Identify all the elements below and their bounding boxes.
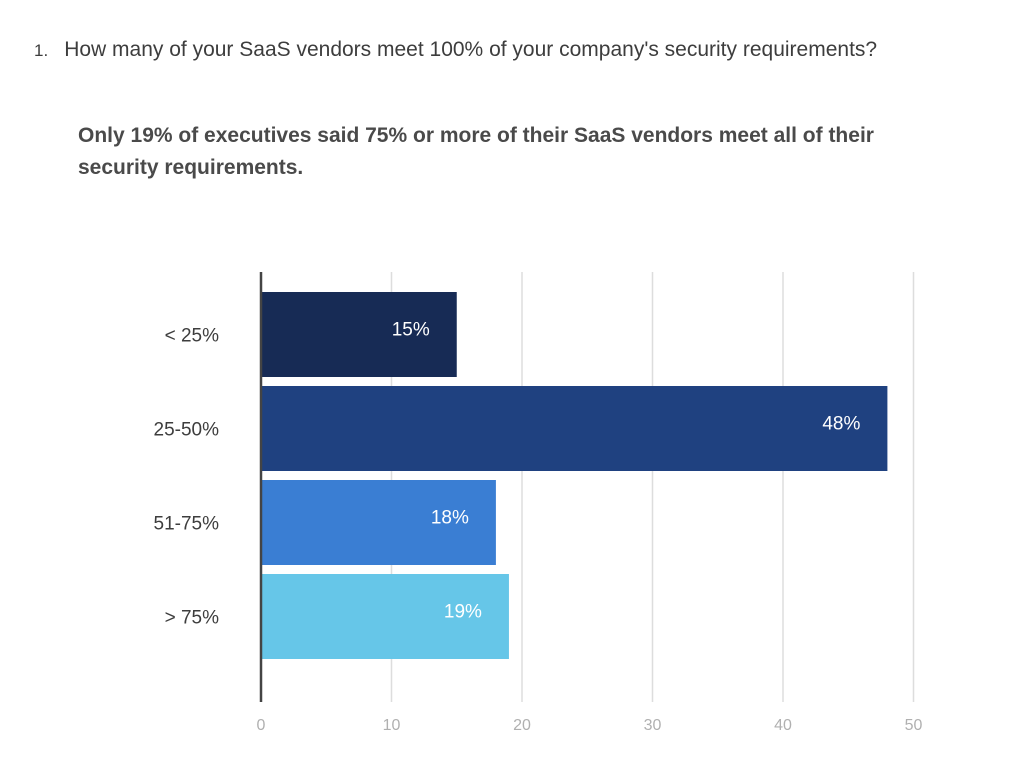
data-label: 19% <box>444 602 482 623</box>
data-labels: 15% 48% 18% 19% <box>392 320 861 623</box>
category-labels: < 25% 25-50% 51-75% > 75% <box>154 326 220 629</box>
bars <box>261 292 888 659</box>
x-tick-label: 20 <box>513 717 531 734</box>
question-text: How many of your SaaS vendors meet 100% … <box>64 38 878 61</box>
bar <box>261 574 509 659</box>
x-tick-label: 10 <box>383 717 401 734</box>
question: 1. How many of your SaaS vendors meet 100… <box>34 38 877 62</box>
question-number: 1. <box>34 41 49 60</box>
x-tick-label: 0 <box>257 717 266 734</box>
gridlines <box>390 272 915 702</box>
category-label: 25-50% <box>154 420 220 441</box>
data-label: 48% <box>822 414 860 435</box>
category-label: < 25% <box>165 326 220 347</box>
chart-subtitle: Only 19% of executives said 75% or more … <box>78 124 874 179</box>
x-tick-label: 50 <box>905 717 923 734</box>
data-label: 15% <box>392 320 430 341</box>
bar <box>261 386 888 471</box>
bar <box>261 292 457 377</box>
x-tick-labels: 0 10 20 30 40 50 <box>257 717 923 734</box>
data-label: 18% <box>431 508 469 529</box>
category-label: 51-75% <box>154 514 220 535</box>
bar <box>261 480 496 565</box>
x-tick-label: 40 <box>774 717 792 734</box>
x-tick-label: 30 <box>644 717 662 734</box>
category-label: > 75% <box>165 608 220 629</box>
